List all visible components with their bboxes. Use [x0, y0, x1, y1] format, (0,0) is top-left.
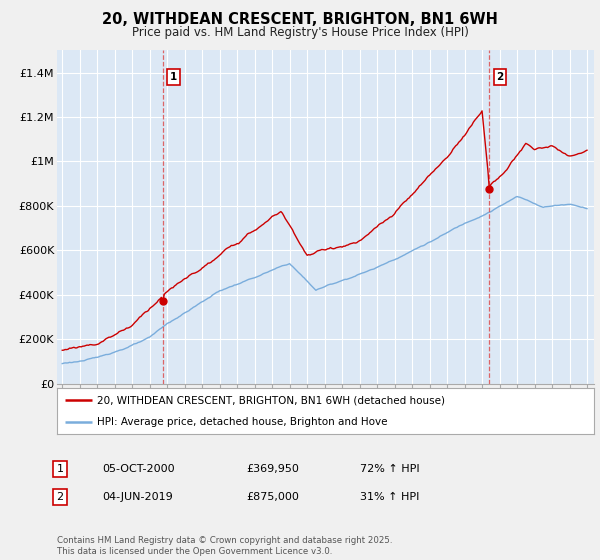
Text: Price paid vs. HM Land Registry's House Price Index (HPI): Price paid vs. HM Land Registry's House … — [131, 26, 469, 39]
Text: 72% ↑ HPI: 72% ↑ HPI — [360, 464, 419, 474]
Text: 20, WITHDEAN CRESCENT, BRIGHTON, BN1 6WH: 20, WITHDEAN CRESCENT, BRIGHTON, BN1 6WH — [102, 12, 498, 27]
Text: £369,950: £369,950 — [246, 464, 299, 474]
Text: £875,000: £875,000 — [246, 492, 299, 502]
Text: 1: 1 — [56, 464, 64, 474]
Text: HPI: Average price, detached house, Brighton and Hove: HPI: Average price, detached house, Brig… — [97, 417, 388, 427]
Text: 2: 2 — [496, 72, 503, 82]
Text: 1: 1 — [170, 72, 177, 82]
Text: 2: 2 — [56, 492, 64, 502]
Text: 05-OCT-2000: 05-OCT-2000 — [102, 464, 175, 474]
Text: 04-JUN-2019: 04-JUN-2019 — [102, 492, 173, 502]
Text: 20, WITHDEAN CRESCENT, BRIGHTON, BN1 6WH (detached house): 20, WITHDEAN CRESCENT, BRIGHTON, BN1 6WH… — [97, 395, 445, 405]
Text: 31% ↑ HPI: 31% ↑ HPI — [360, 492, 419, 502]
Text: Contains HM Land Registry data © Crown copyright and database right 2025.
This d: Contains HM Land Registry data © Crown c… — [57, 536, 392, 556]
